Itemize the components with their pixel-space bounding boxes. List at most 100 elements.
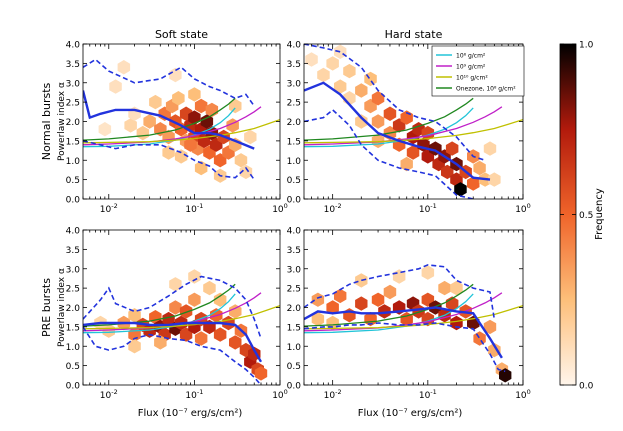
hexbin — [109, 79, 122, 94]
y-tick-label: 3.0 — [66, 79, 81, 89]
colorbar-tick-label: 0.0 — [579, 382, 594, 392]
y-tick-label: 2.5 — [287, 285, 301, 295]
panel-1: 0.0 0.5 1.0 1.5 2.0 2.5 3.0 3.5 4.0 10-2 10-1 100 So… — [40, 28, 288, 215]
hexbin — [371, 91, 385, 106]
hexbin — [124, 118, 137, 133]
hexbin — [488, 172, 501, 187]
hexbin — [169, 300, 182, 315]
x-tick-label: 10-2 — [100, 388, 118, 401]
hexbin — [188, 87, 201, 102]
colorbar-label: Frequency — [594, 188, 605, 240]
hexbin — [438, 280, 451, 296]
hexbin — [305, 52, 318, 67]
hexbin — [194, 160, 208, 176]
x-tick-label: 100 — [515, 388, 531, 401]
hexbin — [162, 145, 175, 160]
hexbin — [213, 292, 227, 307]
y-tick-label: 3.0 — [287, 79, 302, 89]
y-tick-label: 3.5 — [287, 60, 301, 70]
panel-3: 0.0 0.5 1.0 1.5 2.0 2.5 3.0 3.5 4.0 10-2 10-1 100 PR… — [40, 227, 288, 402]
upper-percentile-line — [83, 275, 262, 339]
hexbin — [188, 269, 201, 284]
median-line — [83, 90, 255, 150]
y-tick-label: 0.0 — [66, 382, 81, 392]
legend-label: 10¹⁰ g/cm² — [456, 75, 488, 82]
panel-4: 0.0 0.5 1.0 1.5 2.0 2.5 3.0 3.5 4.0 10-2 10-1 100 — [287, 227, 531, 402]
hexbin — [244, 129, 257, 145]
y-tick-label: 0.5 — [287, 176, 301, 186]
y-tick-label: 0.0 — [287, 382, 302, 392]
x-tick-label: 10-1 — [419, 388, 437, 401]
hexbin — [355, 114, 368, 129]
hexbin — [128, 339, 141, 354]
hexbin — [188, 110, 201, 125]
hexbin — [143, 114, 156, 129]
row-label: PRE bursts — [40, 278, 53, 337]
hexbin — [378, 304, 391, 319]
y-tick-label: 1.0 — [287, 157, 302, 167]
y-tick-label: 4.0 — [66, 41, 81, 51]
hexbin — [473, 160, 486, 176]
hexbin — [179, 304, 193, 319]
y-tick-label: 1.0 — [66, 157, 81, 167]
model-curve-1e10 — [304, 304, 523, 330]
hexbin — [200, 114, 214, 129]
x-tick-label: 10-1 — [185, 388, 203, 401]
upper-percentile-line — [304, 44, 486, 162]
y-tick-label: 0.0 — [287, 196, 302, 206]
y-tick-label: 1.5 — [287, 323, 301, 333]
model-curve-1e10 — [83, 118, 280, 144]
hexbin — [406, 145, 420, 160]
lower-percentile-line — [304, 108, 474, 199]
legend-label: Onezone, 10⁸ g/cm² — [456, 86, 516, 93]
hexbin — [239, 164, 253, 180]
hexbin — [445, 141, 459, 156]
hexbin — [194, 331, 208, 346]
hexbin — [184, 137, 197, 152]
hexbin — [311, 292, 325, 307]
hexbin — [483, 141, 497, 156]
y-axis-label: Powerlaw index α — [57, 268, 67, 347]
hexbin — [188, 292, 201, 307]
model-curve-1e9 — [304, 292, 503, 332]
y-tick-label: 2.5 — [66, 99, 80, 109]
legend-label: 10⁹ g/cm² — [456, 64, 486, 71]
hexbin — [229, 98, 242, 114]
hexbin — [194, 98, 208, 114]
x-tick-label: 10-2 — [324, 388, 342, 401]
panel-2: 0.0 0.5 1.0 1.5 2.0 2.5 3.0 3.5 4.0 10-2 10-1 100 Ha… — [287, 28, 531, 215]
column-title: Soft state — [155, 28, 208, 41]
x-axis-label-right: Flux (10⁻⁷ erg/s/cm²) — [358, 408, 463, 419]
hexbin — [400, 156, 413, 172]
hexbin — [326, 56, 339, 71]
legend: 10⁸ g/cm² 10⁹ g/cm² 10¹⁰ g/cm² Onezone, 10⁸… — [431, 45, 525, 97]
y-tick-label: 0.0 — [66, 196, 81, 206]
y-tick-label: 2.0 — [287, 304, 302, 314]
hexbin — [488, 342, 501, 358]
lower-percentile-line — [83, 140, 255, 181]
hexbin — [149, 94, 162, 110]
hexbin — [98, 122, 112, 137]
model-curve-1e8 — [83, 293, 236, 334]
panel-plot-area — [83, 58, 280, 183]
hexbin — [371, 114, 385, 129]
median-line — [304, 81, 491, 181]
hexbin — [203, 280, 216, 296]
y-tick-label: 1.5 — [66, 323, 80, 333]
column-title: Hard state — [385, 28, 443, 41]
model-curve-1e9 — [83, 292, 262, 332]
y-tick-label: 1.0 — [287, 343, 302, 353]
hexbin — [229, 304, 242, 319]
model-curve-1e8 — [304, 107, 474, 148]
hexbin — [467, 176, 480, 191]
hexbin — [117, 60, 131, 75]
hexbin — [364, 71, 377, 87]
hexbin — [174, 149, 188, 164]
panel-plot-area — [304, 264, 523, 383]
hexbin — [364, 311, 377, 327]
upper-percentile-line — [83, 58, 255, 107]
panel-plot-area — [83, 269, 280, 385]
model-curve-1e10 — [304, 118, 523, 144]
hexbin — [334, 288, 347, 304]
row-label: Normal bursts — [40, 82, 53, 160]
